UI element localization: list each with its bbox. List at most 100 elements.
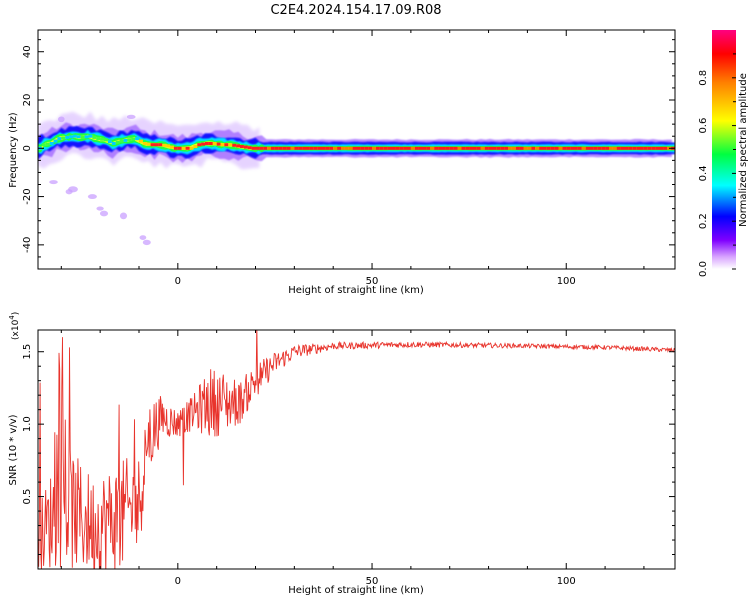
heatmap-core-cell [201, 142, 205, 146]
heatmap-core-cell [150, 143, 155, 147]
heatmap-core-cell [321, 146, 326, 150]
heatmap-core-cell [69, 135, 73, 139]
heatmap-core-cell [224, 143, 229, 147]
heatmap-core-cell [189, 146, 194, 150]
heatmap-core-cell [142, 142, 147, 145]
heatmap-core-cell [453, 146, 458, 150]
heatmap-core-cell [76, 135, 81, 139]
heatmap-core-cell [430, 146, 435, 150]
heatmap-core-cell [247, 146, 252, 150]
heatmap-core-cell [601, 146, 606, 150]
heatmap-core-cell [515, 146, 520, 150]
heatmap-spot [96, 206, 104, 211]
heatmap-core-cell [139, 139, 143, 143]
heatmap-core-cell [73, 134, 77, 138]
snr-x-tick-label: 50 [366, 576, 379, 587]
colorbar-gradient [712, 30, 736, 269]
heatmap-panel: 0 50 100 40 20 0 -20 -40 Height of straight lin… [8, 29, 676, 296]
heatmap-core-cell [341, 146, 345, 150]
heatmap-core-cell [546, 146, 551, 150]
heatmap-y-tick-label: -40 [22, 237, 33, 253]
snr-x-axis-label: Height of straight line (km) [288, 585, 424, 596]
heatmap-core-cell [80, 135, 85, 139]
heatmap-y-tick-label: 40 [22, 45, 33, 58]
heatmap-core-cell [107, 140, 112, 144]
heatmap-core-cell [442, 146, 446, 150]
heatmap-core-cell [306, 146, 310, 150]
heatmap-y-axis-label: Frequency (Hz) [8, 112, 19, 188]
heatmap-core-cell [379, 146, 384, 150]
heatmap-core-cell [251, 146, 256, 150]
heatmap-core-cell [562, 146, 567, 150]
heatmap-core-cell [554, 146, 559, 150]
heatmap-core-cell [212, 142, 217, 145]
heatmap-core-cell [375, 146, 380, 150]
heatmap-core-cell [422, 146, 427, 150]
heatmap-core-cell [88, 134, 93, 138]
heatmap-core-cell [236, 144, 240, 148]
heatmap-core-cell [469, 146, 473, 150]
heatmap-core-cell [577, 146, 582, 150]
heatmap-core-cell [519, 146, 524, 150]
heatmap-core-cell [504, 146, 508, 150]
snr-scale-prefix: (x10 [11, 319, 21, 340]
heatmap-core-cell [628, 146, 633, 150]
heatmap-core-cell [605, 146, 609, 150]
snr-scale-factor: (x104) [8, 312, 21, 340]
heatmap-core-cell [240, 145, 244, 148]
heatmap-core-cell [636, 146, 641, 150]
snr-scale-suffix: ) [11, 312, 21, 316]
heatmap-core-cell [410, 146, 415, 150]
heatmap-core-cell [329, 146, 334, 150]
heatmap-core-cell [511, 146, 516, 150]
colorbar-label: Normalized spectral amplitude [738, 73, 749, 227]
snr-frame [37, 329, 676, 570]
heatmap-core-cell [271, 146, 275, 150]
heatmap-core-cell [360, 146, 365, 150]
svg-text:(x104): (x104) [8, 312, 21, 340]
heatmap-core-cell [337, 146, 341, 150]
heatmap-core-cell [640, 146, 644, 150]
heatmap-core-cell [445, 146, 450, 150]
heatmap-core-cell [282, 146, 287, 150]
heatmap-core-cell [655, 146, 660, 150]
heatmap-core-cell [399, 146, 404, 150]
heatmap-core-cell [496, 146, 501, 150]
heatmap-x-tick-label: 50 [366, 276, 379, 287]
heatmap-core-cell [616, 146, 621, 150]
heatmap-x-axis-label: Height of straight line (km) [288, 285, 424, 296]
heatmap-core-cell [387, 146, 392, 150]
heatmap-core-cell [542, 146, 547, 150]
colorbar-ticks: 0.0 0.2 0.4 0.6 0.8 [698, 53, 736, 277]
snr-y-tick-label: 1.0 [22, 416, 33, 432]
heatmap-core-cell [531, 146, 536, 150]
colorbar-tick-label: 0.6 [698, 118, 709, 134]
heatmap-spot [49, 180, 58, 185]
heatmap-core-cell [181, 146, 186, 150]
heatmap-core-cell [550, 146, 555, 150]
heatmap-y-tick-label: -20 [22, 188, 33, 204]
heatmap-spot [58, 116, 65, 123]
heatmap-core-cell [278, 146, 283, 150]
heatmap-core-cell [274, 146, 279, 150]
heatmap-core-cell [243, 145, 248, 149]
heatmap-core-cell [643, 146, 648, 150]
heatmap-core-cell [632, 146, 637, 150]
heatmap-core-cell [609, 146, 613, 150]
heatmap-core-cell [57, 137, 62, 141]
heatmap-core-cell [593, 146, 598, 150]
heatmap-core-cell [127, 138, 132, 142]
heatmap-core-cell [49, 142, 54, 145]
heatmap-core-cell [488, 146, 493, 150]
heatmap-core-cell [566, 146, 571, 150]
heatmap-core-cell [539, 146, 543, 150]
snr-series-line [38, 330, 675, 569]
heatmap-core-cell [170, 145, 174, 149]
heatmap-spot [139, 235, 147, 240]
heatmap-core-cell [570, 146, 574, 150]
heatmap-core-cell [45, 142, 50, 146]
heatmap-core-cell [255, 146, 260, 150]
heatmap-core-cell [309, 146, 314, 150]
snr-y-tick-label: 1.5 [22, 344, 33, 360]
